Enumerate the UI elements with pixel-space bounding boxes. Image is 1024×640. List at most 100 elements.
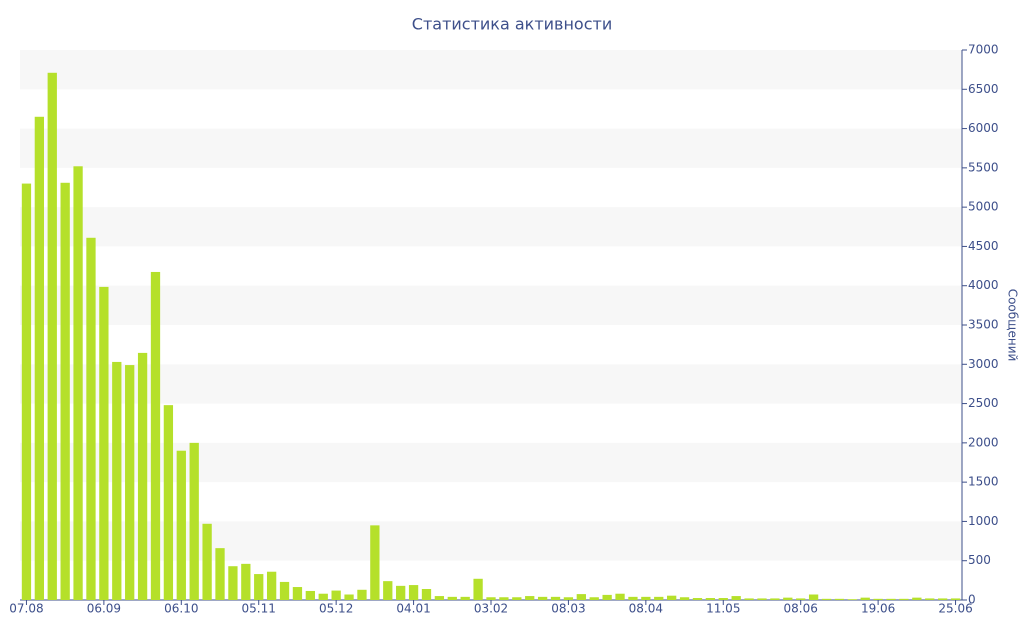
bar [744, 598, 754, 600]
bar [834, 598, 845, 600]
grid-band [20, 128, 962, 168]
bar [163, 405, 174, 600]
x-tick-label: 04.01 [396, 602, 430, 616]
bar [602, 594, 612, 600]
x-tick-label: 08.06 [784, 602, 818, 616]
bar [731, 596, 741, 600]
bar [21, 183, 32, 601]
y-tick-label: 0 [968, 593, 976, 607]
bar [215, 548, 225, 600]
bar [550, 596, 561, 600]
y-tick-label: 5000 [968, 200, 999, 214]
y-tick-label: 1500 [968, 475, 999, 489]
bar [60, 182, 70, 601]
bar [525, 596, 535, 600]
grid-band [20, 442, 962, 483]
y-axis-title: Сообщений [1006, 289, 1020, 362]
bar [112, 361, 122, 600]
bar [654, 596, 664, 600]
bar [266, 571, 277, 600]
bar [447, 596, 457, 600]
bar [460, 596, 470, 600]
bar [950, 598, 961, 600]
bar [150, 271, 161, 600]
bar [692, 598, 703, 600]
bar [473, 578, 483, 600]
bar [357, 589, 367, 600]
bar [241, 563, 251, 600]
bar [486, 597, 496, 600]
bar [563, 597, 574, 600]
bar [679, 597, 690, 600]
bar [228, 566, 238, 600]
bar [499, 597, 509, 600]
y-tick-label: 4500 [968, 239, 999, 253]
bar [886, 598, 896, 600]
y-tick-label: 3000 [968, 357, 999, 371]
x-tick-label: 25.06 [938, 602, 972, 616]
x-tick-label: 06.09 [87, 602, 121, 616]
y-tick-label: 2000 [968, 435, 999, 449]
x-tick-label: 05.11 [242, 602, 276, 616]
bar [628, 596, 638, 600]
bar [34, 116, 45, 601]
bar [796, 598, 806, 600]
bar [808, 594, 819, 600]
chart-title: Статистика активности [412, 15, 612, 34]
bar [318, 593, 328, 600]
bar [537, 596, 548, 600]
bar [925, 598, 935, 600]
y-tick-label: 4000 [968, 278, 999, 292]
bar [396, 585, 406, 600]
bar [202, 523, 212, 600]
bar [589, 597, 599, 600]
x-tick-label: 19.06 [861, 602, 895, 616]
x-tick-label: 07.08 [9, 602, 43, 616]
x-tick-label: 08.03 [551, 602, 585, 616]
bar [331, 590, 341, 600]
bar [770, 598, 780, 600]
bar [305, 590, 315, 600]
grid-band [20, 50, 962, 90]
bar [576, 594, 586, 600]
bar [73, 166, 83, 601]
grid-band [20, 207, 962, 247]
bar [86, 237, 96, 601]
bar [705, 598, 716, 600]
bar [512, 597, 522, 600]
bar [189, 442, 199, 600]
grid-band [20, 285, 962, 325]
bar [899, 598, 909, 600]
bar [370, 525, 380, 600]
bar [421, 589, 432, 600]
y-tick-label: 6500 [968, 82, 999, 96]
bar [718, 598, 728, 600]
x-tick-label: 11.05 [706, 602, 740, 616]
y-tick-label: 1000 [968, 514, 999, 528]
bar [254, 574, 264, 600]
bar [641, 596, 651, 600]
bar [125, 365, 135, 600]
bar [615, 593, 625, 600]
grid-band [20, 364, 962, 404]
bar [860, 597, 870, 600]
y-tick-label: 3500 [968, 318, 999, 332]
bar [137, 352, 148, 600]
bar [383, 581, 393, 600]
y-tick-label: 2500 [968, 396, 999, 410]
bar [99, 286, 109, 600]
y-tick-label: 7000 [968, 43, 999, 57]
x-tick-label: 08.04 [629, 602, 663, 616]
bar [47, 72, 57, 601]
bar [176, 450, 186, 600]
bar [821, 598, 832, 600]
grid-band [20, 521, 962, 561]
x-tick-label: 05.12 [319, 602, 353, 616]
bar [757, 598, 767, 600]
y-tick-label: 5500 [968, 160, 999, 174]
bar [279, 581, 290, 600]
bar [847, 599, 857, 600]
bar [292, 587, 303, 600]
